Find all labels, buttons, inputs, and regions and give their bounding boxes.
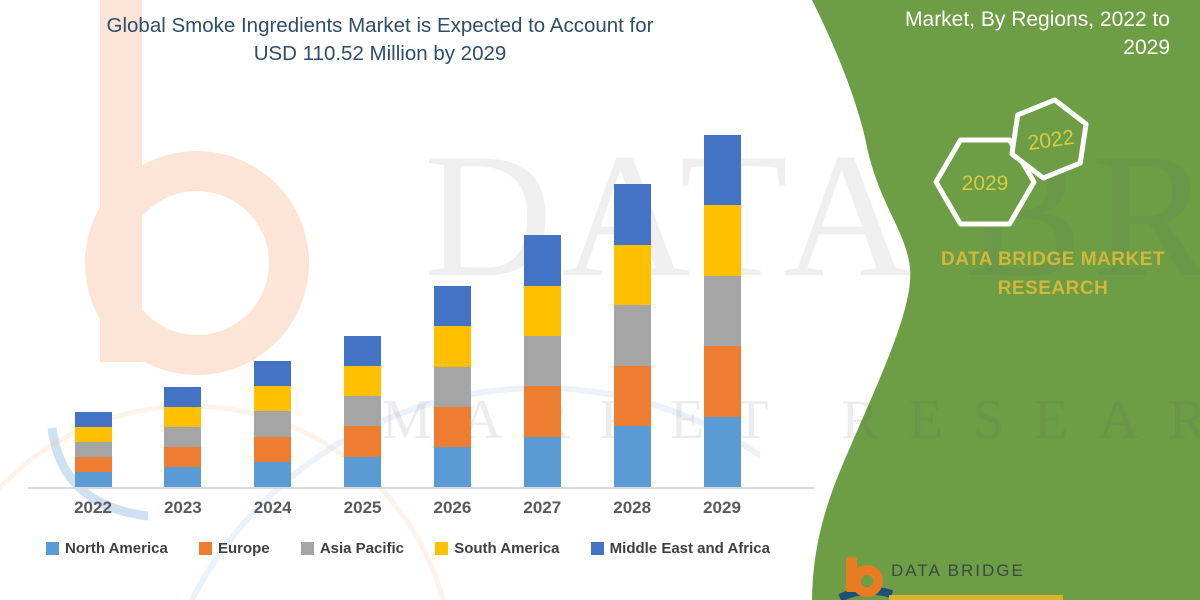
- bar-segment-europe: [523, 386, 561, 437]
- bar-segment-europe: [433, 406, 471, 447]
- bar-segment-north-america: [433, 446, 471, 487]
- bar-segment-north-america: [254, 461, 292, 487]
- footer-logo-b-bowl: [851, 565, 883, 597]
- legend-swatch-icon: [590, 542, 604, 555]
- chart-title-line2: USD 110.52 Million by 2029: [253, 42, 507, 65]
- x-axis-label-2029: 2029: [703, 498, 741, 517]
- bar-segment-asia-pacific: [164, 426, 202, 447]
- x-axis-label-2024: 2024: [253, 498, 292, 517]
- bar-segment-asia-pacific: [433, 366, 471, 407]
- stacked-bar-2024: [254, 361, 292, 487]
- bar-segment-asia-pacific: [703, 275, 741, 347]
- stacked-bar-2023: [164, 386, 202, 487]
- chart-title: Global Smoke Ingredients Market is Expec…: [30, 12, 730, 68]
- legend-item-south-america: South America: [435, 540, 560, 557]
- stacked-bar-2029: [703, 135, 741, 487]
- x-axis-label-2027: 2027: [523, 498, 562, 517]
- x-axis-label-2022: 2022: [74, 498, 112, 517]
- bar-segment-middle-east-and-africa: [164, 386, 202, 407]
- bar-segment-south-america: [613, 244, 651, 306]
- stacked-bar-2028: [613, 184, 651, 487]
- bar-segment-europe: [613, 365, 651, 427]
- bar-segment-middle-east-and-africa: [613, 184, 651, 245]
- legend-item-europe: Europe: [198, 540, 270, 557]
- bar-segment-north-america: [74, 472, 112, 487]
- bar-segment-europe: [164, 446, 202, 467]
- chart-legend: North America Europe Asia Pacific South Ame…: [46, 540, 770, 557]
- bar-segment-south-america: [74, 427, 112, 443]
- legend-label: North America: [65, 540, 168, 557]
- bar-segment-europe: [74, 457, 112, 472]
- legend-label: Asia Pacific: [319, 540, 405, 557]
- bar-segment-asia-pacific: [74, 442, 112, 458]
- hexagon-year-2029: 2029: [962, 172, 1009, 195]
- footer-logo-icon: [838, 557, 894, 600]
- legend-item-asia-pacific: Asia Pacific: [300, 540, 405, 557]
- b-watermark-bowl: [85, 151, 309, 375]
- bar-segment-europe: [254, 436, 292, 462]
- bar-segment-middle-east-and-africa: [703, 135, 741, 206]
- bar-segment-middle-east-and-africa: [74, 412, 112, 428]
- legend-label: Middle East and Africa: [609, 540, 770, 557]
- footer-brand-text: DATA BRIDGE: [891, 561, 1025, 580]
- side-panel-brand: DATA BRIDGE MARKET RESEARCH: [920, 245, 1186, 303]
- bar-segment-north-america: [344, 456, 382, 487]
- bar-segment-north-america: [523, 436, 561, 487]
- stacked-bar-2026: [433, 286, 471, 487]
- bar-segment-south-america: [164, 406, 202, 427]
- side-panel-heading-line2: 2029: [1123, 36, 1170, 59]
- legend-label: South America: [454, 540, 560, 557]
- side-panel-brand-line1: DATA BRIDGE MARKET: [941, 249, 1165, 270]
- x-axis-line: [28, 487, 814, 489]
- bar-segment-middle-east-and-africa: [433, 286, 471, 327]
- bar-segment-south-america: [254, 386, 292, 412]
- bar-segment-south-america: [523, 285, 561, 336]
- bar-segment-south-america: [433, 326, 471, 367]
- stacked-bar-2025: [344, 335, 382, 487]
- bar-segment-north-america: [613, 426, 651, 487]
- footer-brand-strip: [889, 595, 1063, 600]
- side-panel-brand-line2: RESEARCH: [997, 278, 1109, 299]
- bar-segment-middle-east-and-africa: [523, 235, 561, 286]
- side-panel-heading-line1: Market, By Regions, 2022 to: [905, 8, 1170, 31]
- legend-swatch-icon: [46, 542, 59, 555]
- bar-segment-europe: [344, 426, 382, 457]
- bar-segment-middle-east-and-africa: [344, 335, 382, 366]
- bar-segment-europe: [703, 346, 741, 417]
- bar-segment-north-america: [703, 416, 741, 487]
- bar-segment-south-america: [344, 365, 382, 397]
- year-hexagons: 2029 2022: [933, 97, 1089, 227]
- legend-item-middle-east-and-africa: Middle East and Africa: [590, 540, 770, 557]
- legend-swatch-icon: [198, 542, 212, 555]
- bar-segment-asia-pacific: [613, 305, 651, 366]
- legend-swatch-icon: [435, 542, 449, 555]
- bar-segment-south-america: [703, 205, 741, 276]
- x-axis-label-2025: 2025: [343, 498, 382, 517]
- stacked-bar-2022: [74, 412, 112, 487]
- stacked-bar-2027: [523, 235, 561, 487]
- chart-title-line1: Global Smoke Ingredients Market is Expec…: [106, 14, 654, 37]
- bar-segment-asia-pacific: [254, 411, 292, 437]
- legend-swatch-icon: [300, 542, 314, 555]
- x-axis-label-2023: 2023: [163, 498, 202, 517]
- hexagon-2022: [1009, 97, 1089, 181]
- hexagon-2029: [933, 137, 1037, 227]
- bar-segment-north-america: [164, 466, 202, 487]
- bar-segment-asia-pacific: [344, 396, 382, 427]
- side-panel-heading: Market, By Regions, 2022 to 2029: [810, 6, 1170, 62]
- legend-label: Europe: [217, 540, 270, 557]
- bar-segment-middle-east-and-africa: [254, 361, 292, 387]
- x-axis-label-2028: 2028: [613, 498, 652, 517]
- bar-segment-asia-pacific: [523, 336, 561, 387]
- legend-item-north-america: North America: [46, 540, 168, 557]
- x-axis-label-2026: 2026: [433, 498, 472, 517]
